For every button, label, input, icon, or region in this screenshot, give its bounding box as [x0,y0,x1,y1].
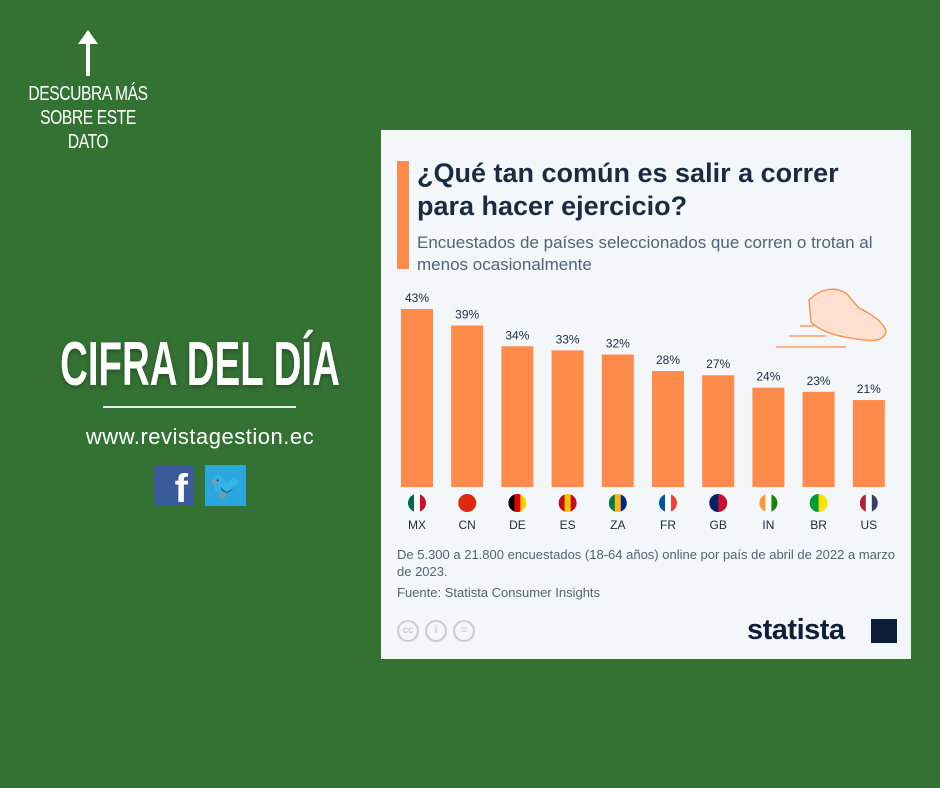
data-label: 21% [857,382,881,396]
category-label: ES [560,518,576,532]
flag-de-icon [508,494,527,512]
divider [103,406,296,408]
data-label: 34% [505,328,529,342]
bar-ZA [601,354,634,487]
website-link[interactable]: www.revistagestion.ec [85,424,315,449]
bar-GB [702,375,735,487]
data-label: 23% [807,374,831,388]
bar-MX [401,309,433,487]
bar-CN [451,325,484,487]
cta-line: DATO [67,131,109,153]
cta-line: DESCUBRA MÁS [28,83,148,105]
chart-subtitle: Encuestados de países seleccionados que … [417,233,873,274]
flag-es-icon [558,494,577,512]
data-label: 24% [756,370,780,384]
bar-US [852,400,885,487]
running-shoe-icon [776,288,887,348]
bar-IN [752,387,785,487]
title-accent-bar [397,161,409,269]
cta-line: SOBRE ESTE [40,107,136,129]
flag-br-icon [809,494,828,512]
category-label: US [860,518,877,532]
bar-FR [652,371,684,487]
bar-chart: 43% MX 39% CN 34% DE 33% ES 32% ZA 28% FR 27% GB 24% IN… [401,288,887,532]
data-label: 28% [656,353,680,367]
category-label: DE [509,518,526,532]
category-label: BR [810,518,827,532]
facebook-icon[interactable]: f [154,465,194,505]
data-label: 27% [706,357,730,371]
headline: CIFRA DEL DÍA [60,330,340,399]
survey-note: De 5.300 a 21.800 encuestados (18-64 año… [397,547,895,579]
category-label: MX [408,518,426,532]
no-derivatives-icon[interactable]: = [453,620,475,642]
category-label: CN [459,518,476,532]
data-label: 32% [606,337,630,351]
flag-gb-icon [709,494,728,512]
category-label: FR [660,518,676,532]
category-label: ZA [610,518,625,532]
flag-in-icon [759,494,778,512]
statista-logo[interactable]: statista [747,614,845,646]
flag-mx-icon [408,494,426,512]
chart-card: ¿Qué tan común es salir a correr para ha… [381,130,911,659]
license-icons[interactable]: cc i = [397,620,475,642]
category-label: IN [762,518,774,532]
twitter-icon[interactable]: 🐦 [205,465,246,506]
attribution-icon[interactable]: i [425,620,447,642]
category-label: GB [710,518,727,532]
data-label: 43% [405,291,429,305]
source-text: Fuente: Statista Consumer Insights [397,585,601,600]
bar-ES [551,350,584,487]
flag-cn-icon [458,494,477,512]
flag-za-icon [608,494,627,512]
data-label: 33% [556,332,580,346]
chart-title: ¿Qué tan común es salir a correr para ha… [417,158,839,221]
data-label: 39% [455,308,479,322]
chart-footer: De 5.300 a 21.800 encuestados (18-64 año… [397,546,897,601]
arrow-up-shaft [86,32,90,76]
bar-DE [501,346,534,487]
flag-us-icon [859,494,878,512]
flag-fr-icon [659,494,677,512]
discover-more-link[interactable]: DESCUBRA MÁS SOBRE ESTE DATO [10,82,166,154]
statista-logo-mark [871,619,897,643]
bar-BR [802,391,835,487]
cc-icon[interactable]: cc [397,620,419,642]
